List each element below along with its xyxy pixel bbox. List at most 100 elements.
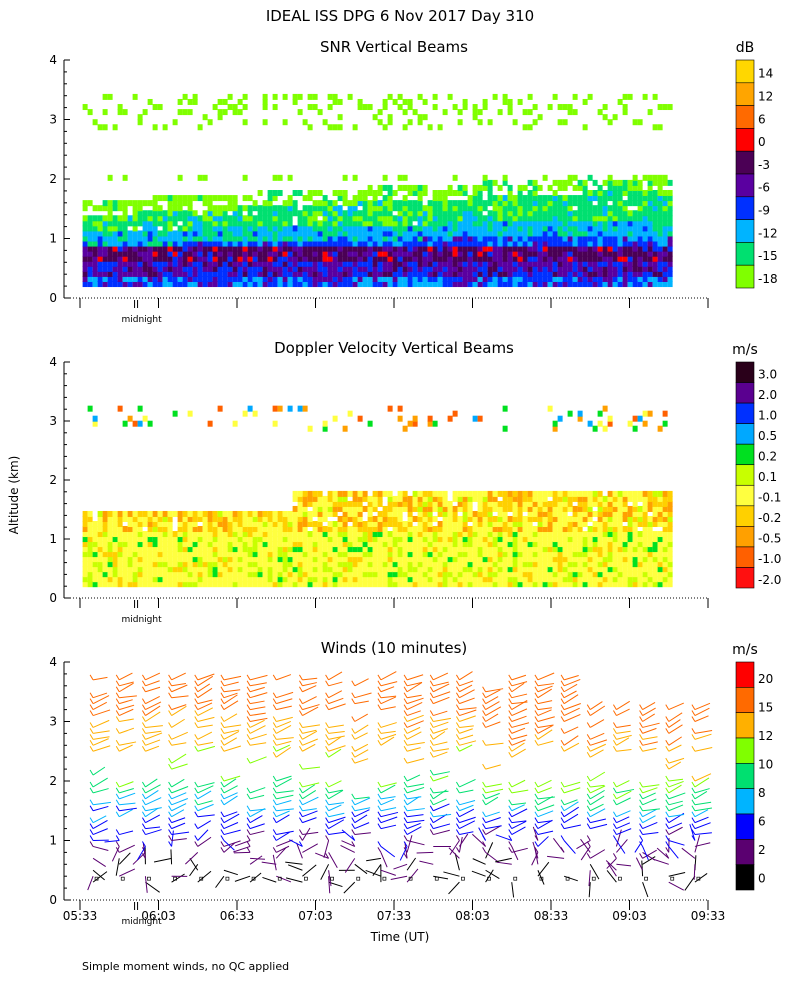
snr-cell [262,205,268,212]
velocity-cell [362,561,368,568]
snr-cell [267,215,273,222]
velocity-cell [427,515,433,522]
snr-cell [132,255,138,262]
velocity-cell [587,556,593,563]
snr-cell [662,104,668,111]
snr-cell [232,275,238,282]
snr-cell [142,240,148,247]
wind-barb [171,873,185,883]
snr-cell [257,255,263,262]
snr-cell [227,215,233,222]
velocity-cell [547,546,553,553]
snr-cell [197,124,203,131]
wind-barb [302,864,317,877]
velocity-cell [472,566,478,573]
snr-cell [502,220,508,227]
snr-cell [162,225,168,232]
velocity-cell [132,571,138,578]
snr-cell [537,200,543,207]
snr-cell [402,205,408,212]
snr-cell [277,205,283,212]
snr-cell [202,255,208,262]
velocity-cell [402,571,408,578]
colorbar-swatch [735,546,755,568]
velocity-cell [97,576,103,583]
wind-barb [93,736,110,740]
snr-cell [522,124,528,131]
snr-cell [487,250,493,257]
snr-cell [652,215,658,222]
snr-cell [352,250,358,257]
colorbar-label: 0.2 [758,450,777,464]
snr-cell [437,260,443,267]
velocity-cell [182,551,188,558]
velocity-cell [537,556,543,563]
wind-barb [276,839,293,847]
wind-barb-flag [272,745,277,752]
velocity-cell [502,531,508,538]
snr-cell [477,245,483,252]
snr-cell [197,235,203,242]
snr-cell [267,205,273,212]
snr-cell [402,281,408,288]
velocity-cell [317,581,323,588]
wind-barb [249,756,267,764]
snr-cell [192,260,198,267]
wind-barb-flag [246,722,251,728]
snr-cell [252,200,258,207]
velocity-cell [527,551,533,558]
snr-cell [532,250,538,257]
velocity-cell [427,420,433,427]
velocity-cell [397,546,403,553]
velocity-cell [622,546,628,553]
snr-cell [597,275,603,282]
velocity-cell [542,521,548,528]
snr-cell [112,220,118,227]
velocity-cell [437,526,443,533]
calm-marker [199,876,204,881]
snr-cell [592,265,598,272]
snr-cell [602,210,608,217]
velocity-cell [347,531,353,538]
velocity-cell [527,526,533,533]
velocity-cell [467,495,473,502]
snr-cell [377,260,383,267]
snr-cell [92,240,98,247]
snr-cell [182,275,188,282]
snr-cell [167,281,173,288]
snr-cell [227,270,233,277]
velocity-cell [502,405,508,412]
velocity-cell [112,571,118,578]
velocity-cell [147,571,153,578]
velocity-cell [637,546,643,553]
snr-cell [297,93,303,100]
velocity-cell [227,571,233,578]
wind-barb [136,846,146,861]
velocity-cell [122,515,128,522]
velocity-cell [472,526,478,533]
velocity-cell [127,526,133,533]
velocity-cell [447,541,453,548]
velocity-cell [207,510,213,517]
snr-cell [427,245,433,252]
snr-cell [632,240,638,247]
snr-cell [647,184,653,191]
wind-barb-flag [89,769,94,776]
velocity-cell [247,551,253,558]
snr-cell [397,235,403,242]
snr-cell [192,235,198,242]
snr-cell [347,93,353,100]
velocity-cell [207,526,213,533]
snr-cell [177,260,183,267]
velocity-cell [157,510,163,517]
wind-barb-flag [220,728,225,734]
snr-cell [162,281,168,288]
velocity-cell [152,551,158,558]
snr-cell [207,235,213,242]
velocity-cell [417,566,423,573]
velocity-cell [357,495,363,502]
snr-cell [477,275,483,282]
snr-cell [357,225,363,232]
colorbar-swatch [735,82,755,106]
velocity-cell [542,581,548,588]
